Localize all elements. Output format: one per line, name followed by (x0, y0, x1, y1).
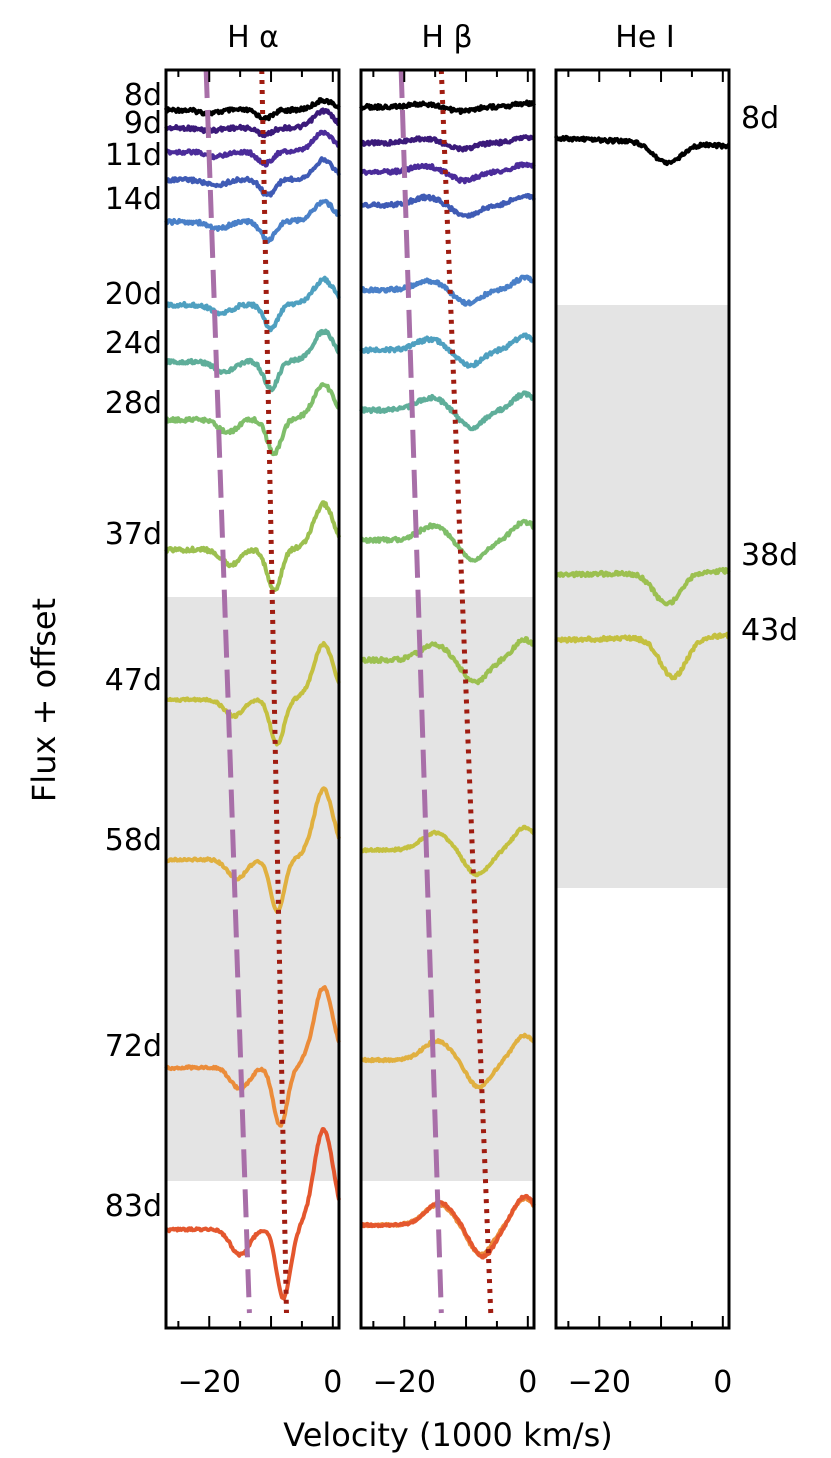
panel-frame (164, 68, 341, 1330)
dotted-velocity-track (259, 69, 289, 1314)
epoch-label: 37d (105, 517, 162, 552)
spectrum-line (164, 328, 341, 393)
epoch-label: 28d (105, 386, 162, 421)
x-tick-label: 0 (323, 1365, 342, 1400)
spectrum-line (165, 129, 341, 168)
spectrum-line (164, 500, 341, 593)
shaded-band (166, 597, 339, 1181)
dashed-velocity-track (398, 69, 444, 1314)
dotted-velocity-track (438, 69, 494, 1314)
spectrum-line (554, 134, 731, 167)
epoch-label: 83d (105, 1189, 162, 1224)
panels-group: H α8d9d11d14d20d24d28d37d47d58d72d83d−20… (105, 20, 798, 1400)
spectrum-line (165, 1127, 341, 1301)
x-tick-label: 0 (713, 1365, 732, 1400)
y-axis-label: Flux + offset (25, 598, 63, 802)
epoch-label: 9d (124, 106, 162, 141)
spectrum-line (360, 134, 535, 153)
spectrum-line (359, 390, 535, 432)
spectrum-line (164, 198, 341, 244)
spectrum-line (164, 97, 341, 123)
spectrum-line (164, 156, 341, 198)
epoch-label: 43d (741, 613, 798, 648)
x-tick-label: 0 (518, 1365, 537, 1400)
spectrum-line (359, 274, 536, 307)
panel-title: He I (615, 20, 674, 55)
spectrum-line (359, 636, 535, 686)
spectrum-line (360, 518, 535, 563)
panel-title: H α (227, 20, 279, 55)
panel-3: He I 8d 38d 43d −20 0 (554, 20, 798, 1400)
spectrum-line (359, 192, 536, 219)
spectrum-line (164, 107, 340, 139)
spectrum-line (165, 786, 341, 914)
panel-frame (359, 68, 536, 1330)
epoch-label: 24d (105, 326, 162, 361)
dashed-velocity-track (203, 69, 252, 1314)
spectrum-line (554, 631, 730, 681)
spectrum-line (554, 567, 731, 607)
panel-title: H β (421, 20, 472, 55)
spectrum-line (165, 382, 340, 457)
epoch-label: 38d (741, 538, 798, 573)
panel-2: H β −20 0 (359, 20, 537, 1400)
panel-frame (554, 68, 731, 1330)
epoch-label: 11d (105, 138, 162, 173)
spectrum-line (360, 824, 536, 878)
x-tick-label: −20 (568, 1365, 631, 1400)
epoch-label: 72d (105, 1029, 162, 1064)
spectrum-line (164, 985, 341, 1128)
epoch-label: 8d (741, 101, 779, 136)
spectrum-line (359, 1193, 536, 1260)
spectrum-line (359, 332, 536, 369)
epoch-label: 8d (124, 78, 162, 113)
shaded-band (361, 597, 534, 1181)
epoch-label: 20d (105, 277, 162, 312)
spectrum-line (360, 1032, 536, 1090)
spectrum-line (164, 641, 341, 747)
spectrum-line (359, 99, 536, 115)
epoch-label: 14d (105, 182, 162, 217)
epoch-label: 58d (105, 823, 162, 858)
x-tick-label: −20 (373, 1365, 436, 1400)
x-axis-label: Velocity (1000 km/s) (283, 1416, 612, 1454)
x-tick-label: −20 (178, 1365, 241, 1400)
epoch-label: 47d (105, 663, 162, 698)
spectrum-line (165, 275, 341, 333)
shaded-band (556, 305, 729, 888)
